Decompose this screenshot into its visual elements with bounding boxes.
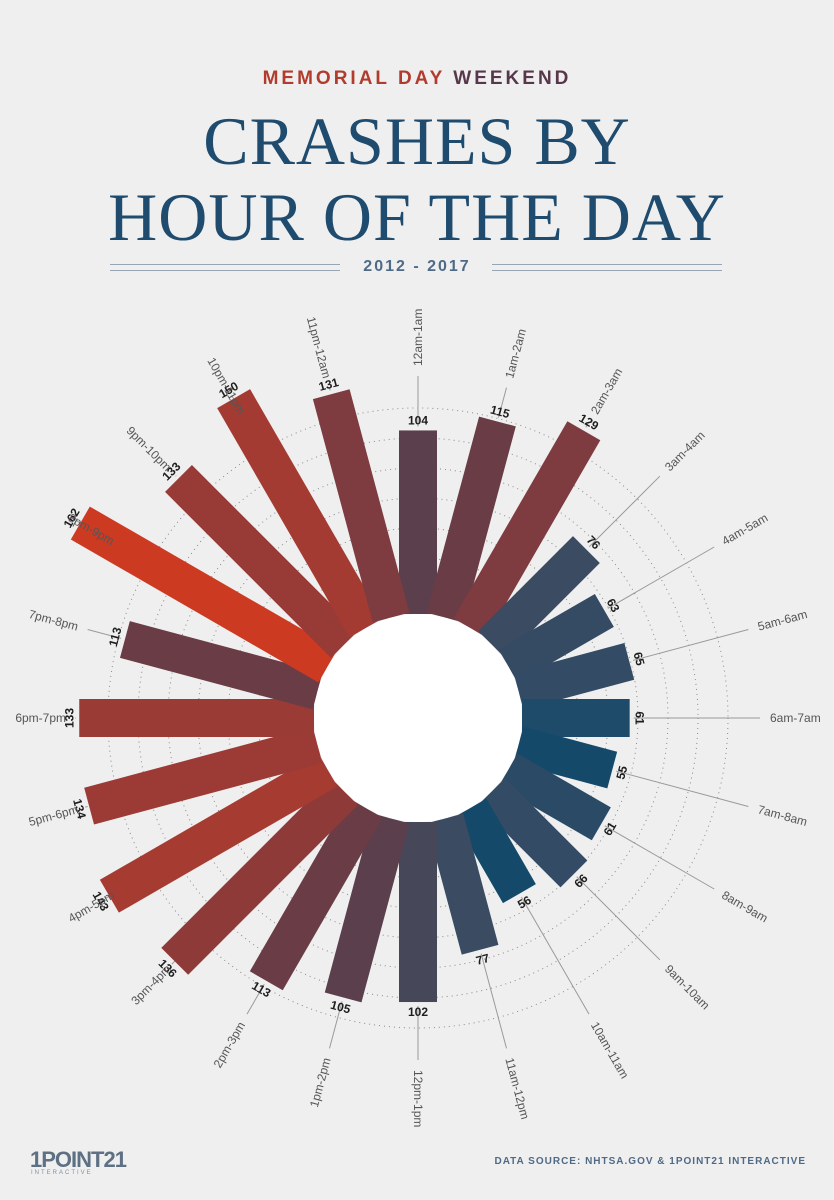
bar-7pm-8pm	[119, 621, 323, 710]
kicker-part1: MEMORIAL DAY	[262, 68, 445, 89]
rule-right	[492, 264, 722, 271]
category-label: 5pm-6pm	[27, 802, 80, 829]
value-label: 102	[408, 1005, 428, 1019]
category-label: 4am-5am	[719, 511, 770, 548]
value-label: 55	[613, 764, 630, 781]
bar-12pm-1pm	[399, 822, 437, 1003]
category-label: 2am-3am	[588, 366, 625, 417]
category-label: 11am-12pm	[502, 1056, 532, 1121]
bar-9am-10am	[478, 778, 588, 888]
title-line2: HOUR OF THE DAY	[108, 179, 726, 255]
category-label: 7am-8am	[756, 802, 809, 829]
bar-4am-5am	[498, 593, 614, 683]
leader-line	[246, 984, 265, 1015]
data-source: DATA SOURCE: NHTSA.GOV & 1POINT21 INTERA…	[494, 1156, 806, 1167]
leader-line	[615, 770, 749, 807]
leader-line	[87, 629, 122, 639]
value-label: 134	[70, 797, 89, 820]
value-label: 61	[633, 711, 647, 725]
bar-6am-7am	[521, 699, 630, 737]
leader-line	[633, 629, 749, 661]
category-label: 1am-2am	[502, 327, 529, 380]
bar-9pm-10pm	[165, 465, 358, 658]
value-label: 105	[329, 998, 352, 1017]
value-label: 56	[515, 893, 534, 912]
bar-5pm-6pm	[84, 726, 323, 825]
bar-3am-4am	[478, 536, 600, 658]
leader-line	[607, 546, 715, 609]
category-label: 12pm-1pm	[411, 1070, 425, 1127]
bar-10am-11am	[453, 798, 536, 904]
value-label: 65	[630, 651, 647, 668]
category-label: 5am-6am	[756, 607, 809, 634]
value-label: 133	[62, 708, 76, 728]
value-label: 63	[604, 596, 623, 615]
leader-line	[329, 1001, 343, 1049]
bar-11pm-12am	[312, 389, 410, 623]
title-line1: CRASHES BY	[203, 103, 631, 179]
category-label: 3am-4am	[662, 428, 708, 474]
category-label: 1pm-2pm	[307, 1056, 334, 1109]
leader-line	[480, 953, 507, 1049]
leader-line	[576, 876, 661, 961]
logo-subtitle: INTERACTIVE	[31, 1170, 93, 1176]
category-label: 7pm-8pm	[27, 607, 80, 634]
category-label: 3pm-4pm	[128, 962, 174, 1008]
bar-7am-8am	[513, 726, 618, 789]
value-label: 113	[106, 625, 125, 648]
kicker: MEMORIAL DAY WEEKEND	[0, 68, 834, 90]
value-label: 115	[489, 403, 512, 422]
logo: 1POINT21	[30, 1147, 127, 1172]
bar-3pm-4pm	[161, 778, 358, 975]
leader-line	[175, 475, 177, 477]
leader-line	[585, 421, 590, 428]
year-range: 2012 - 2017	[363, 258, 471, 275]
category-label: 12am-1am	[411, 309, 425, 366]
value-label: 104	[408, 413, 428, 427]
value-label: 61	[601, 819, 620, 838]
category-label: 10am-11am	[588, 1019, 632, 1081]
bar-1am-2am	[426, 416, 516, 623]
category-label: 6pm-7pm	[15, 711, 66, 725]
bar-8pm-9pm	[70, 506, 338, 683]
category-label: 2pm-3pm	[211, 1019, 248, 1070]
bar-4pm-5pm	[99, 753, 338, 913]
center-circle	[314, 614, 522, 822]
leader-line	[85, 806, 88, 808]
bar-10pm-11pm	[217, 389, 383, 638]
category-label: 8am-9am	[719, 888, 770, 925]
category-label: 6am-7am	[770, 711, 821, 725]
bar-12am-1am	[399, 430, 437, 614]
kicker-part2: WEEKEND	[453, 68, 572, 89]
leader-line	[329, 387, 331, 391]
bar-6pm-7pm	[79, 699, 314, 737]
leader-line	[588, 475, 661, 548]
value-label: 77	[474, 951, 491, 968]
leader-line	[604, 825, 715, 890]
bar-11am-12pm	[426, 813, 499, 955]
rule-left	[110, 264, 340, 271]
value-label: 131	[317, 375, 340, 394]
leader-line	[498, 387, 507, 418]
category-label: 11pm-12am	[304, 315, 334, 380]
category-label: 9am-10am	[662, 962, 712, 1012]
category-label: 9pm-10pm	[124, 424, 174, 474]
bar-8am-9am	[498, 753, 611, 841]
leader-line	[520, 896, 590, 1015]
bar-2pm-3pm	[249, 798, 383, 991]
bar-5am-6am	[513, 643, 635, 710]
bar-1pm-2pm	[324, 813, 410, 1003]
bar-2am-3am	[453, 421, 601, 638]
